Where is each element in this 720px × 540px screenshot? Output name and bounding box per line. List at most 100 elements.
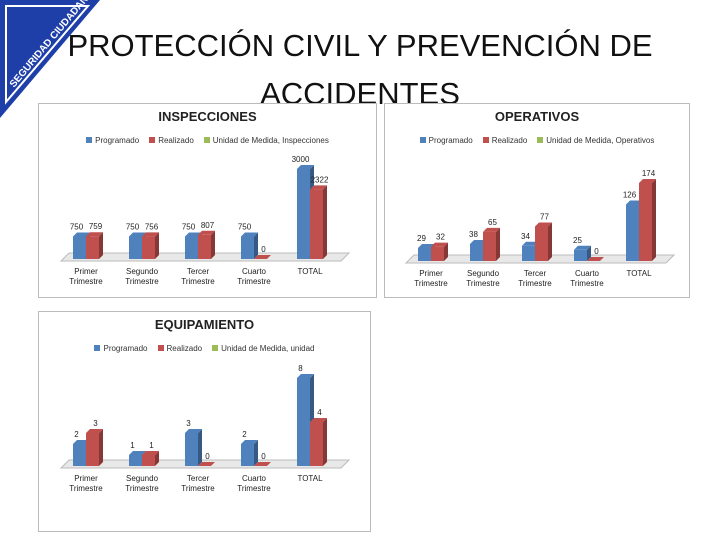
bar-top [73, 440, 90, 444]
value-label: 0 [261, 245, 266, 254]
bar-side [548, 222, 552, 261]
bar-top [418, 244, 435, 248]
legend-label: Unidad de Medida, Inspecciones [212, 136, 329, 145]
bar-side [254, 232, 258, 259]
x-tick-label: Segundo Trimestre [125, 474, 159, 493]
bar-side [155, 451, 159, 466]
value-label: 8 [298, 364, 303, 373]
legend-swatch [419, 137, 426, 143]
bar-front [310, 422, 323, 466]
bar-top [626, 200, 643, 205]
bar-top [254, 255, 271, 259]
value-label: 2 [242, 430, 247, 439]
bar-front [185, 236, 198, 259]
legend-swatch [212, 345, 219, 351]
legend-item: Realizado [482, 136, 528, 145]
bar-top [86, 232, 103, 237]
bar-front [418, 248, 431, 261]
legend-swatch [537, 137, 544, 143]
value-label: 38 [469, 230, 478, 239]
chart-title: OPERATIVOS [494, 109, 580, 124]
chart-title: INSPECCIONES [158, 109, 257, 124]
value-label: 750 [182, 223, 196, 232]
legend-label: Programado [103, 344, 148, 353]
bar-front [522, 245, 535, 261]
bar-top [297, 374, 314, 378]
bar [535, 222, 552, 261]
bar-top [587, 257, 604, 261]
legend-label: Programado [428, 136, 473, 145]
legend-label: Realizado [491, 136, 528, 145]
value-label: 25 [573, 236, 582, 245]
value-label: 126 [623, 191, 637, 200]
slide-title: PROTECCIÓN CIVIL Y PREVENCIÓN DE ACCIDEN… [67, 28, 653, 111]
bar-front [535, 226, 548, 261]
bar-top [535, 222, 552, 227]
legend-item: Programado [86, 136, 139, 145]
value-label: 4 [317, 408, 322, 417]
bar-front [483, 231, 496, 261]
bar-top [254, 462, 271, 466]
x-tick-label: Primer Trimestre [69, 474, 103, 493]
bar [574, 245, 591, 261]
x-tick-label: Primer Trimestre [69, 267, 103, 286]
legend-label: Unidad de Medida, Operativos [546, 136, 655, 145]
value-label: 2322 [311, 175, 329, 184]
bar [86, 232, 103, 259]
legend: Programado Realizado Unidad de Medida, uni… [39, 344, 370, 353]
bar-top [142, 451, 159, 455]
legend-swatch [149, 137, 156, 143]
bar-front [241, 236, 254, 259]
bar [198, 230, 215, 259]
value-label: 3 [93, 419, 98, 428]
legend-item: Unidad de Medida, Operativos [537, 136, 654, 145]
chart: EQUIPAMIENTO 2 3 1 1 3 0 2 0 8 4 Programado Realizad… [38, 311, 371, 532]
bar-top [310, 418, 327, 422]
value-label: 34 [521, 232, 530, 241]
value-label: 0 [261, 452, 266, 461]
bar [587, 257, 604, 261]
x-tick-label: Cuarto Trimestre [570, 269, 604, 288]
bar-top [522, 241, 539, 246]
bar [185, 429, 202, 466]
bar-side [444, 242, 448, 261]
legend-label: Realizado [166, 344, 203, 353]
legend-item: Programado [94, 344, 148, 353]
bar-top [483, 227, 500, 232]
legend-item: Realizado [157, 344, 203, 353]
bar [241, 232, 258, 259]
bar [198, 462, 215, 466]
bar [142, 451, 159, 466]
bar-top [129, 451, 146, 455]
value-label: 174 [642, 169, 656, 178]
chart: OPERATIVOS 29 32 38 65 34 77 25 0 126 174 Programad… [384, 103, 690, 298]
bar-top [297, 165, 314, 169]
bar-top [310, 185, 327, 190]
value-label: 759 [89, 222, 103, 231]
bar-front [310, 189, 323, 259]
plot: 29 32 38 65 34 77 25 0 126 174 [404, 169, 676, 264]
legend-label: Unidad de Medida, unidad [221, 344, 315, 353]
bar-side [496, 227, 500, 261]
value-label: 1 [149, 441, 154, 450]
bar-top [86, 429, 103, 433]
bar-top [73, 232, 90, 237]
bar-front [86, 433, 99, 466]
bar-top [185, 429, 202, 433]
x-tick-label: TOTAL [297, 267, 323, 276]
x-tick-label: Segundo Trimestre [466, 269, 500, 288]
x-tick-label: TOTAL [626, 269, 652, 278]
bar-side [323, 185, 327, 259]
bar [254, 255, 271, 259]
bar-front [241, 444, 254, 466]
legend: Programado Realizado Unidad de Medida, Ins… [39, 136, 376, 145]
bar-top [129, 232, 146, 237]
bar-front [431, 246, 444, 261]
bar-top [241, 440, 258, 444]
bar [142, 232, 159, 259]
value-label: 750 [126, 223, 140, 232]
bar-front [129, 455, 142, 466]
bar [241, 440, 258, 466]
bar-front [297, 169, 310, 259]
